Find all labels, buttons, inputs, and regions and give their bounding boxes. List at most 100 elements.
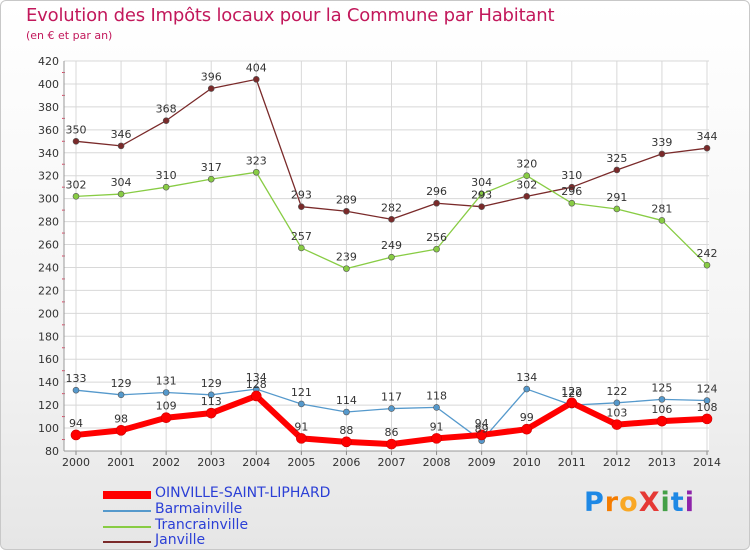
data-point-1 (343, 408, 350, 416)
y-tick-label: 260 (38, 239, 59, 252)
data-label-2: 304 (111, 176, 132, 189)
data-point-0 (656, 415, 668, 427)
data-point-0 (115, 425, 127, 436)
data-point-3 (388, 215, 395, 223)
data-point-0 (521, 423, 533, 435)
x-tick-label: 2012 (603, 456, 631, 469)
y-tick-label: 240 (38, 261, 59, 274)
legend-label-oinville: OINVILLE-SAINT-LIPHARD (155, 485, 331, 501)
data-point-3 (613, 166, 621, 174)
legend-swatch-oinville (103, 491, 151, 499)
data-label-2: 249 (381, 239, 402, 252)
data-point-0 (476, 429, 487, 441)
data-label-2: 317 (201, 161, 222, 174)
data-label-0: 98 (114, 412, 128, 425)
data-label-2: 304 (471, 176, 492, 189)
data-label-3: 302 (516, 178, 537, 191)
data-point-1 (388, 405, 395, 412)
data-point-3 (207, 85, 215, 92)
data-point-3 (343, 207, 350, 215)
data-point-0 (701, 413, 713, 425)
data-point-3 (478, 203, 485, 210)
data-point-3 (703, 144, 711, 152)
data-point-0 (341, 436, 352, 448)
data-point-0 (431, 433, 442, 444)
x-tick-label: 2005 (287, 456, 315, 469)
logo-letter: P (584, 487, 605, 518)
y-tick-label: 300 (38, 193, 59, 206)
x-tick-label: 2013 (648, 456, 676, 469)
data-label-2: 256 (426, 231, 447, 244)
data-label-2: 291 (606, 191, 627, 204)
data-label-1: 129 (111, 377, 132, 390)
data-label-2: 323 (246, 154, 267, 167)
data-label-1: 129 (201, 377, 222, 390)
data-label-2: 302 (66, 178, 87, 191)
x-tick-label: 2000 (62, 456, 90, 469)
data-point-2 (162, 183, 170, 191)
data-label-1: 89 (475, 423, 489, 436)
data-label-1: 133 (66, 372, 87, 385)
data-label-0: 94 (475, 417, 489, 430)
x-tick-label: 2011 (558, 456, 586, 469)
data-point-2 (298, 244, 305, 252)
data-point-2 (207, 175, 215, 183)
chart-subtitle: (en € et par an) (26, 29, 113, 42)
y-tick-label: 320 (38, 170, 59, 183)
y-tick-label: 400 (38, 78, 59, 91)
data-label-2: 310 (156, 169, 177, 182)
data-point-0 (386, 438, 397, 450)
data-point-3 (72, 137, 80, 145)
data-point-0 (566, 397, 578, 409)
y-tick-label: 380 (38, 101, 59, 114)
y-tick-label: 100 (38, 422, 59, 435)
data-point-3 (523, 193, 531, 200)
y-tick-label: 340 (38, 147, 59, 160)
data-label-2: 242 (697, 247, 718, 260)
data-label-3: 396 (201, 71, 222, 84)
data-label-0: 88 (339, 424, 353, 437)
x-tick-label: 2014 (693, 456, 721, 469)
data-label-1: 118 (426, 389, 447, 402)
data-label-2: 281 (651, 202, 672, 215)
data-label-0: 94 (69, 417, 83, 430)
data-label-3: 368 (156, 103, 177, 116)
data-point-2 (613, 205, 621, 213)
y-tick-label: 160 (38, 353, 59, 366)
data-label-2: 320 (516, 158, 537, 171)
data-label-3: 404 (246, 61, 267, 74)
x-tick-label: 2009 (468, 456, 496, 469)
data-label-1: 134 (516, 371, 537, 384)
data-point-1 (433, 404, 440, 411)
y-tick-label: 200 (38, 307, 59, 320)
legend-swatch-barmainville (103, 510, 151, 512)
data-label-1: 117 (381, 391, 402, 404)
data-point-1 (613, 399, 621, 407)
logo-letter: i (660, 487, 671, 518)
data-point-3 (433, 199, 440, 207)
x-tick-label: 2010 (513, 456, 541, 469)
data-label-3: 339 (651, 136, 672, 149)
data-point-2 (523, 172, 531, 180)
data-point-2 (117, 190, 125, 198)
data-label-0: 99 (520, 411, 534, 424)
legend-label-janville: Janville (155, 532, 206, 548)
data-point-2 (703, 261, 711, 269)
chart-title: Evolution des Impôts locaux pour la Comm… (26, 5, 555, 26)
data-point-1 (117, 391, 125, 399)
x-tick-label: 2003 (197, 456, 225, 469)
y-tick-label: 420 (38, 55, 59, 68)
data-point-0 (70, 429, 82, 441)
data-label-3: 296 (426, 185, 447, 198)
data-point-1 (207, 391, 215, 399)
data-label-0: 108 (697, 401, 718, 414)
data-point-3 (162, 117, 170, 124)
logo-letter: r (604, 487, 620, 518)
data-point-3 (298, 203, 305, 210)
x-tick-label: 2006 (332, 456, 360, 469)
data-label-3: 350 (66, 123, 87, 136)
legend-swatch-janville (103, 541, 151, 543)
data-label-0: 86 (385, 426, 399, 439)
data-point-2 (568, 199, 576, 207)
y-tick-label: 80 (45, 445, 59, 458)
